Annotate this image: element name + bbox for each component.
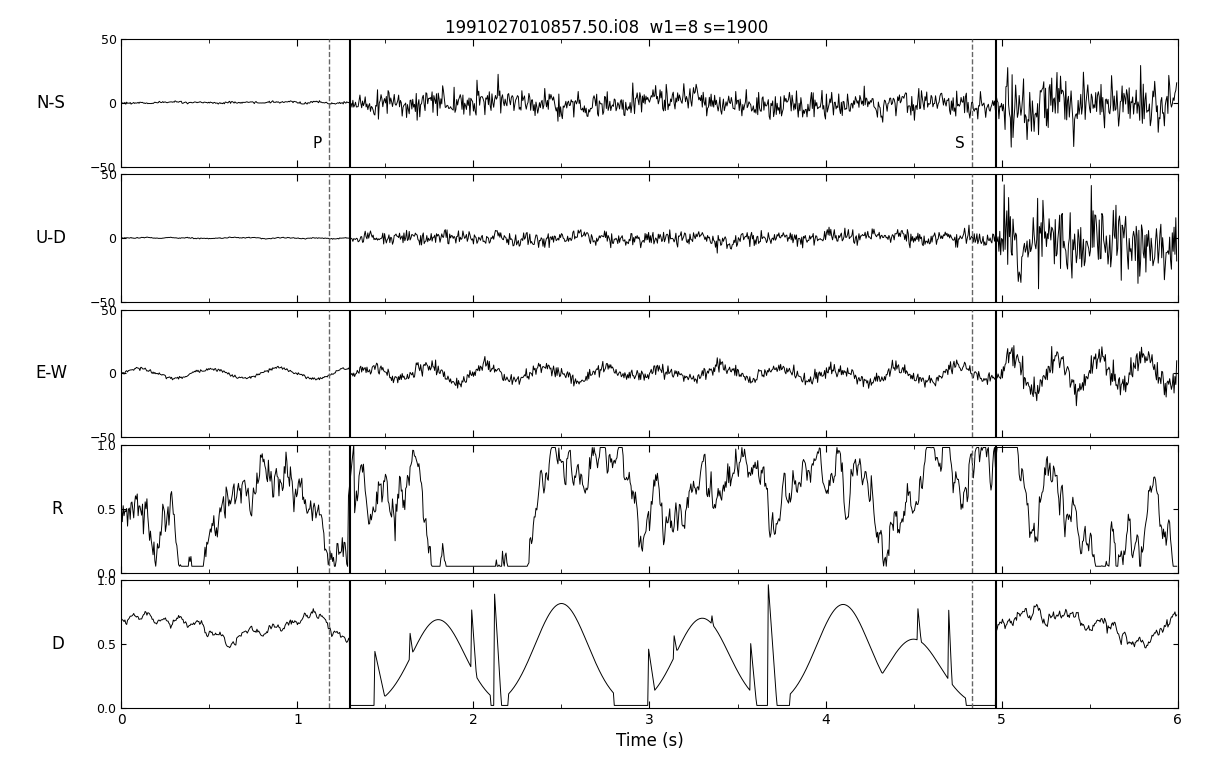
X-axis label: Time (s): Time (s) <box>615 732 683 751</box>
Y-axis label: D: D <box>51 635 64 654</box>
Text: P: P <box>313 136 322 151</box>
Y-axis label: U-D: U-D <box>35 229 67 247</box>
Text: S: S <box>955 136 965 151</box>
Y-axis label: E-W: E-W <box>35 364 67 383</box>
Y-axis label: R: R <box>52 499 63 518</box>
Y-axis label: N-S: N-S <box>36 93 66 112</box>
Text: 1991027010857.50.i08  w1=8 s=1900: 1991027010857.50.i08 w1=8 s=1900 <box>446 19 768 37</box>
